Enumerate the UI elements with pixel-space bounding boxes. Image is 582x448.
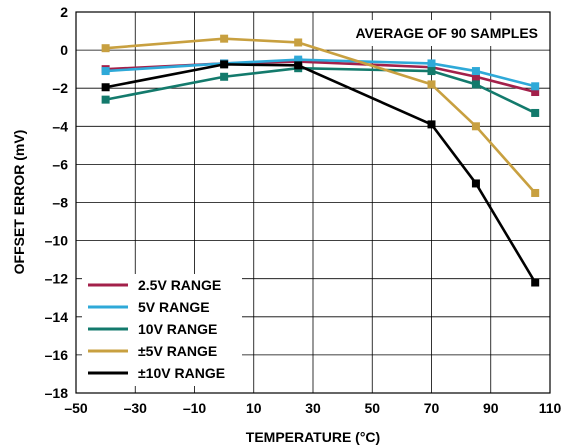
y-tick-label: –8 xyxy=(52,195,68,211)
data-point-marker xyxy=(101,83,110,92)
series-line xyxy=(105,37,537,194)
y-tick-label: –14 xyxy=(45,309,69,325)
data-point-marker xyxy=(531,188,540,197)
plot-frame xyxy=(75,11,551,394)
x-tick-labels: –50 –30 –10 10 30 50 70 90 110 xyxy=(64,400,561,416)
data-point-marker xyxy=(471,67,480,76)
data-point-marker xyxy=(220,34,229,43)
y-tick-label: –10 xyxy=(45,233,69,249)
data-point-marker xyxy=(427,59,436,68)
series-line xyxy=(105,58,536,88)
x-tick-label: 110 xyxy=(539,400,562,416)
x-tick-label: 30 xyxy=(305,400,321,416)
data-point-marker xyxy=(220,72,229,81)
data-point-marker xyxy=(294,38,303,47)
x-tick-label: 90 xyxy=(483,400,499,416)
y-tick-label: –2 xyxy=(52,80,68,96)
data-point-marker xyxy=(531,88,540,97)
y-tick-label: –4 xyxy=(52,118,68,134)
legend-label: 2.5V RANGE xyxy=(138,277,221,293)
y-tick-label: 2 xyxy=(60,4,68,20)
y-tick-labels: 2 0 –2 –4 –6 –8 –10 –12 –14 –16 –18 xyxy=(45,4,69,401)
series-line xyxy=(105,66,536,115)
data-point-marker xyxy=(427,120,436,129)
data-point-marker xyxy=(531,82,540,91)
data-point-marker xyxy=(294,55,303,64)
data-point-marker xyxy=(471,72,480,81)
legend-label: 5V RANGE xyxy=(138,299,210,315)
legend-label: 10V RANGE xyxy=(138,321,217,337)
data-point-marker xyxy=(294,61,303,70)
data-point-marker xyxy=(220,60,229,69)
annotation-box xyxy=(319,20,545,46)
x-tick-label: –30 xyxy=(124,400,148,416)
y-tick-label: –6 xyxy=(52,156,68,172)
data-point-marker xyxy=(101,67,110,76)
x-axis-title: TEMPERATURE (°C) xyxy=(246,429,380,445)
data-point-marker xyxy=(427,67,436,76)
annotation-text: AVERAGE OF 90 SAMPLES xyxy=(355,25,538,41)
x-tick-label: 50 xyxy=(364,400,380,416)
y-tick-label: –16 xyxy=(45,347,69,363)
data-point-marker xyxy=(427,80,436,89)
legend: 2.5V RANGE 5V RANGE 10V RANGE ±5V RANGE ±10V… xyxy=(82,274,242,386)
legend-label: ±10V RANGE xyxy=(138,365,225,381)
series-line xyxy=(105,63,537,284)
data-point-marker xyxy=(471,179,480,188)
y-tick-label: –18 xyxy=(45,385,69,401)
x-tick-label: –50 xyxy=(64,400,88,416)
data-point-marker xyxy=(101,44,110,53)
data-point-marker xyxy=(471,80,480,89)
data-point-marker xyxy=(531,108,540,117)
series-lines xyxy=(101,34,540,287)
x-tick-label: 10 xyxy=(246,400,262,416)
x-tick-label: 70 xyxy=(424,400,440,416)
data-point-marker xyxy=(531,278,540,287)
data-point-marker xyxy=(471,122,480,131)
data-point-marker xyxy=(101,95,110,104)
y-tick-label: –12 xyxy=(45,271,69,287)
legend-label: ±5V RANGE xyxy=(138,343,217,359)
y-axis-title: OFFSET ERROR (mV) xyxy=(11,130,27,275)
y-tick-label: 0 xyxy=(60,42,68,58)
grid-lines xyxy=(76,12,550,393)
x-tick-label: –10 xyxy=(183,400,207,416)
